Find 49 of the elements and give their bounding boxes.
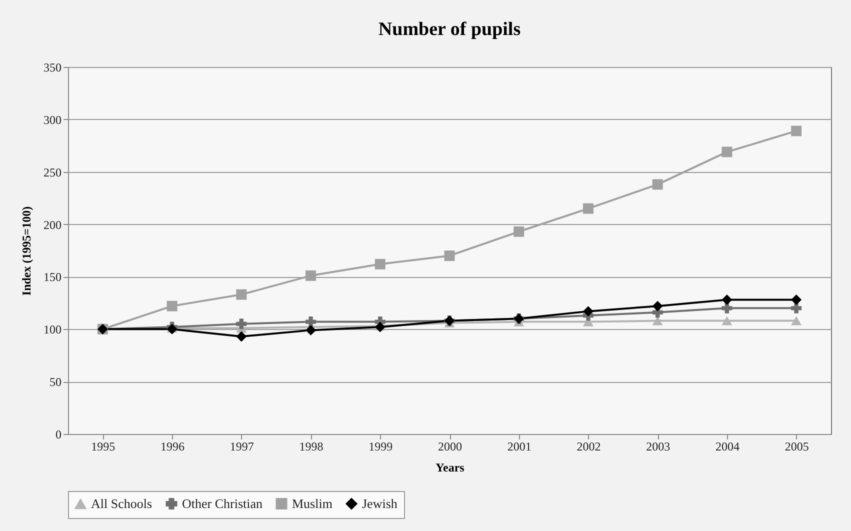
y-tick-label: 200	[44, 218, 62, 232]
x-tick-label: 1996	[160, 440, 185, 454]
point	[236, 289, 247, 300]
point	[652, 316, 663, 326]
y-tick-label: 250	[44, 165, 62, 180]
point	[652, 179, 663, 190]
y-tick-label: 300	[44, 112, 62, 127]
y-tick-label: 50	[50, 375, 62, 390]
y-axis-title: Index (1995=100)	[20, 206, 34, 296]
point	[582, 203, 594, 214]
point	[306, 324, 316, 336]
chart-title: Number of pupils	[378, 19, 521, 40]
y-tick-label: 350	[44, 60, 62, 74]
point	[374, 258, 386, 270]
legend-label: Muslim	[292, 496, 332, 511]
legend-label: Other Christian	[182, 496, 264, 511]
point	[514, 226, 524, 237]
x-tick-label: 1995	[91, 440, 116, 454]
x-tick-label: 2004	[715, 440, 740, 454]
x-axis-title: Years	[436, 460, 465, 474]
legend-label: All Schools	[91, 496, 152, 512]
point	[722, 302, 732, 314]
x-tick-label: 1998	[299, 440, 324, 454]
point	[652, 300, 663, 312]
x-tick-label: 2002	[576, 440, 601, 454]
point	[582, 306, 594, 317]
x-tick-label: 2005	[784, 440, 809, 454]
y-tick-label: 150	[44, 270, 62, 284]
x-tick-label: 2001	[507, 440, 532, 454]
x-tick-label: 2003	[646, 440, 670, 454]
point	[306, 316, 316, 328]
x-tick-label: 2000	[438, 440, 462, 454]
point	[791, 302, 802, 314]
point	[166, 300, 178, 312]
point	[722, 294, 732, 306]
point	[236, 331, 247, 342]
point	[791, 316, 802, 326]
point	[722, 146, 732, 158]
point	[791, 294, 802, 306]
y-tick-label: 100	[44, 322, 62, 337]
x-tick-label: 1997	[230, 440, 254, 454]
x-tick-label: 1999	[368, 440, 393, 454]
point	[306, 270, 316, 281]
legend-label: Jewish	[362, 496, 398, 511]
y-tick-label: 0	[56, 428, 62, 442]
point	[444, 250, 455, 261]
point	[722, 316, 732, 326]
point	[236, 318, 247, 330]
point	[791, 126, 802, 136]
